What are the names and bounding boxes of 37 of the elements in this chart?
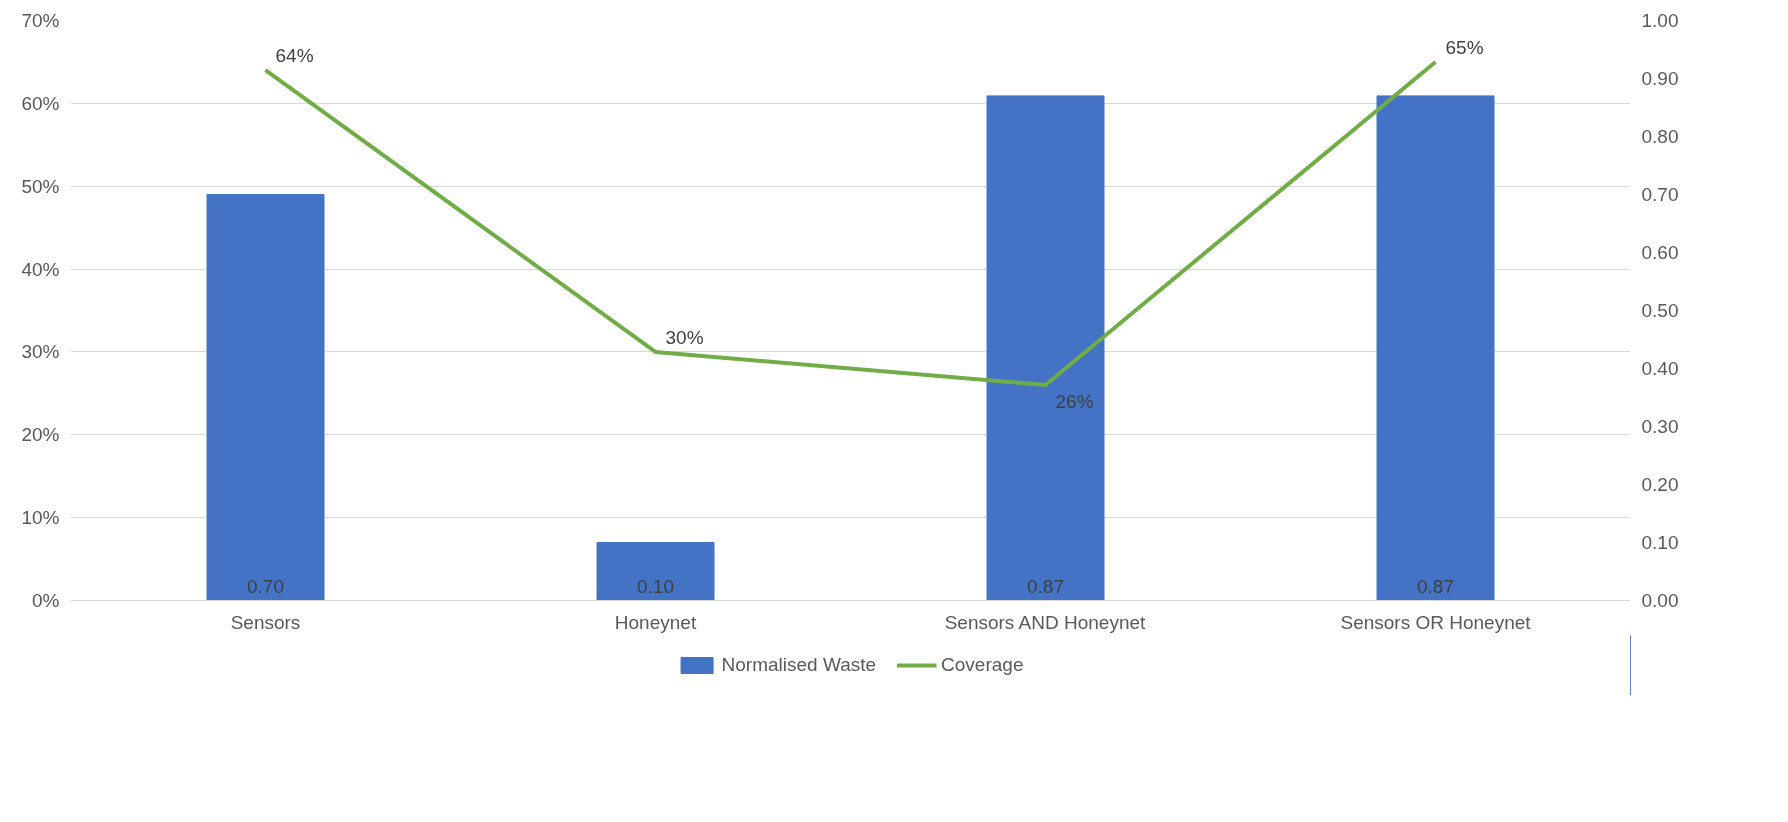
data-label: 65%	[1445, 36, 1484, 58]
y-tick-label: 50%	[21, 175, 60, 197]
y2-tick-label: 0.30	[1641, 416, 1679, 437]
y2-tick-label: 0.60	[1641, 242, 1679, 263]
data-label: 30%	[665, 326, 704, 348]
legend-label: Normalised Waste	[721, 654, 877, 676]
y2-tick-label: 0.80	[1641, 126, 1679, 147]
y-tick-label: 60%	[21, 92, 60, 114]
y-tick-label: 30%	[21, 341, 60, 363]
y-tick-label: 10%	[21, 507, 60, 529]
data-label: 0.70	[247, 575, 284, 597]
x-tick-label: Sensors AND Honeynet	[944, 611, 1147, 633]
y-tick-label: 20%	[21, 424, 60, 446]
y2-tick-label: 0.20	[1641, 474, 1679, 495]
x-tick-label: Sensors OR Honeynet	[1340, 611, 1532, 633]
legend-label: Coverage	[941, 654, 1024, 676]
bar	[1376, 95, 1495, 601]
bar	[206, 194, 325, 601]
data-label: 26%	[1055, 391, 1094, 413]
y2-tick-label: 0.00	[1641, 590, 1679, 611]
y2-tick-label: 0.10	[1641, 532, 1679, 553]
bar	[986, 95, 1105, 601]
x-tick-label: Honeynet	[614, 611, 697, 633]
y2-tick-label: 1.00	[1641, 10, 1679, 31]
data-label: 64%	[275, 45, 314, 67]
y2-tick-label: 0.70	[1641, 184, 1679, 205]
y2-tick-label: 0.50	[1641, 300, 1679, 321]
y-tick-label: 70%	[21, 10, 60, 31]
y2-tick-label: 0.90	[1641, 68, 1679, 89]
data-label: 0.10	[637, 575, 674, 597]
x-tick-label: Sensors	[230, 611, 301, 633]
data-label: 0.87	[1027, 575, 1064, 597]
y-tick-label: 0%	[32, 590, 60, 611]
y2-tick-label: 0.40	[1641, 358, 1679, 379]
y-tick-label: 40%	[21, 258, 60, 280]
bar	[596, 542, 715, 601]
data-label: 0.87	[1417, 575, 1454, 597]
